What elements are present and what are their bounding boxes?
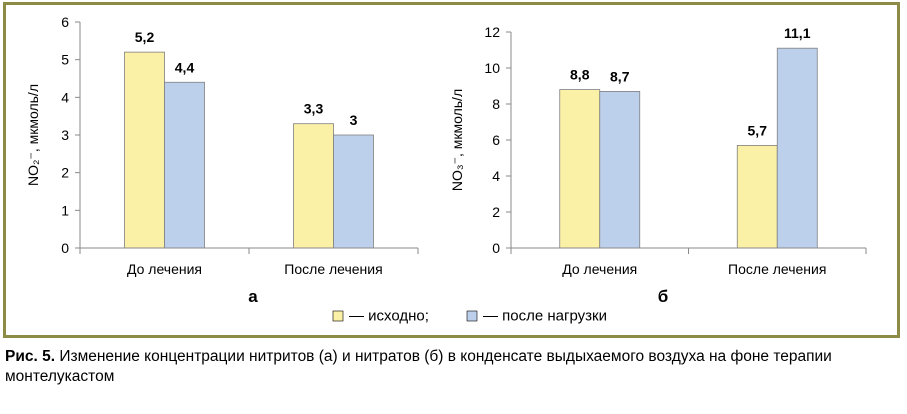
data-label-a-s1-c2: 3,3 [304,101,324,117]
legend-label-baseline: — исходно; [349,308,429,325]
bar-a-s2-c1 [164,81,205,249]
legend-swatch-baseline [332,310,344,322]
caption-text: Изменение концентрации нитритов (а) и ни… [5,348,832,385]
bar-b-s1-c2 [736,144,778,249]
x-tick-label-b-c2: После лечения [728,261,826,277]
legend-label-after-load: — после нагрузки [483,308,607,325]
y-tick-label-b-2: 2 [492,204,500,220]
y-tick-label-a-6: 6 [61,14,69,30]
x-tick-label-a-c1: До лечения [127,261,202,277]
legend: — исходно; — после нагрузки [332,308,607,325]
data-label-a-s1-c1: 5,2 [135,29,155,45]
figure-caption: Рис. 5. Изменение концентрации нитритов … [5,347,902,387]
y-tick-label-b-10: 10 [484,60,500,76]
x-tick-label-b-c1: До лечения [562,261,637,277]
y-tick-label-b-4: 4 [492,168,500,184]
chart-panel-b: 8,8 5,7 8,7 11,1 0 2 4 6 8 10 12 До лечения После ле… [449,24,867,277]
x-tick-label-a-c2: После лечения [284,261,382,277]
y-axis-title-b: NO₃⁻, мкмоль/л [449,89,465,191]
panel-label-a: а [248,287,258,306]
bar-a-s1-c2 [293,123,334,249]
bar-b-s1-c1 [559,89,601,249]
panel-label-b: б [658,287,669,306]
y-tick-label-a-2: 2 [61,165,69,181]
y-tick-label-b-12: 12 [484,24,500,40]
data-label-b-s2-c1: 8,7 [610,68,630,84]
y-tick-label-b-0: 0 [492,240,500,256]
y-axis-title-a: NO₂⁻, мкмоль/л [25,84,41,186]
y-tick-label-a-3: 3 [61,127,69,143]
bar-b-s2-c1 [599,91,641,249]
bar-b-s2-c2 [776,47,818,249]
data-label-b-s2-c2: 11,1 [784,25,811,41]
y-tick-label-a-4: 4 [61,89,69,105]
y-tick-label-b-6: 6 [492,132,500,148]
bar-a-s1-c1 [124,51,165,249]
y-tick-label-a-1: 1 [61,202,69,218]
data-label-b-s1-c2: 5,7 [748,122,768,138]
y-tick-label-b-8: 8 [492,96,500,112]
legend-swatch-after-load [466,310,478,322]
y-tick-label-a-0: 0 [61,240,69,256]
data-label-a-s2-c1: 4,4 [175,59,195,75]
bar-a-s2-c2 [333,134,374,249]
y-tick-label-a-5: 5 [61,52,69,68]
chart-panel-a: 5,2 3,3 4,4 3 0 1 2 3 4 5 6 До лечения После лечения… [25,14,419,277]
data-label-a-s2-c2: 3 [350,112,358,128]
data-label-b-s1-c1: 8,8 [570,67,590,83]
caption-label: Рис. 5. [5,348,56,365]
